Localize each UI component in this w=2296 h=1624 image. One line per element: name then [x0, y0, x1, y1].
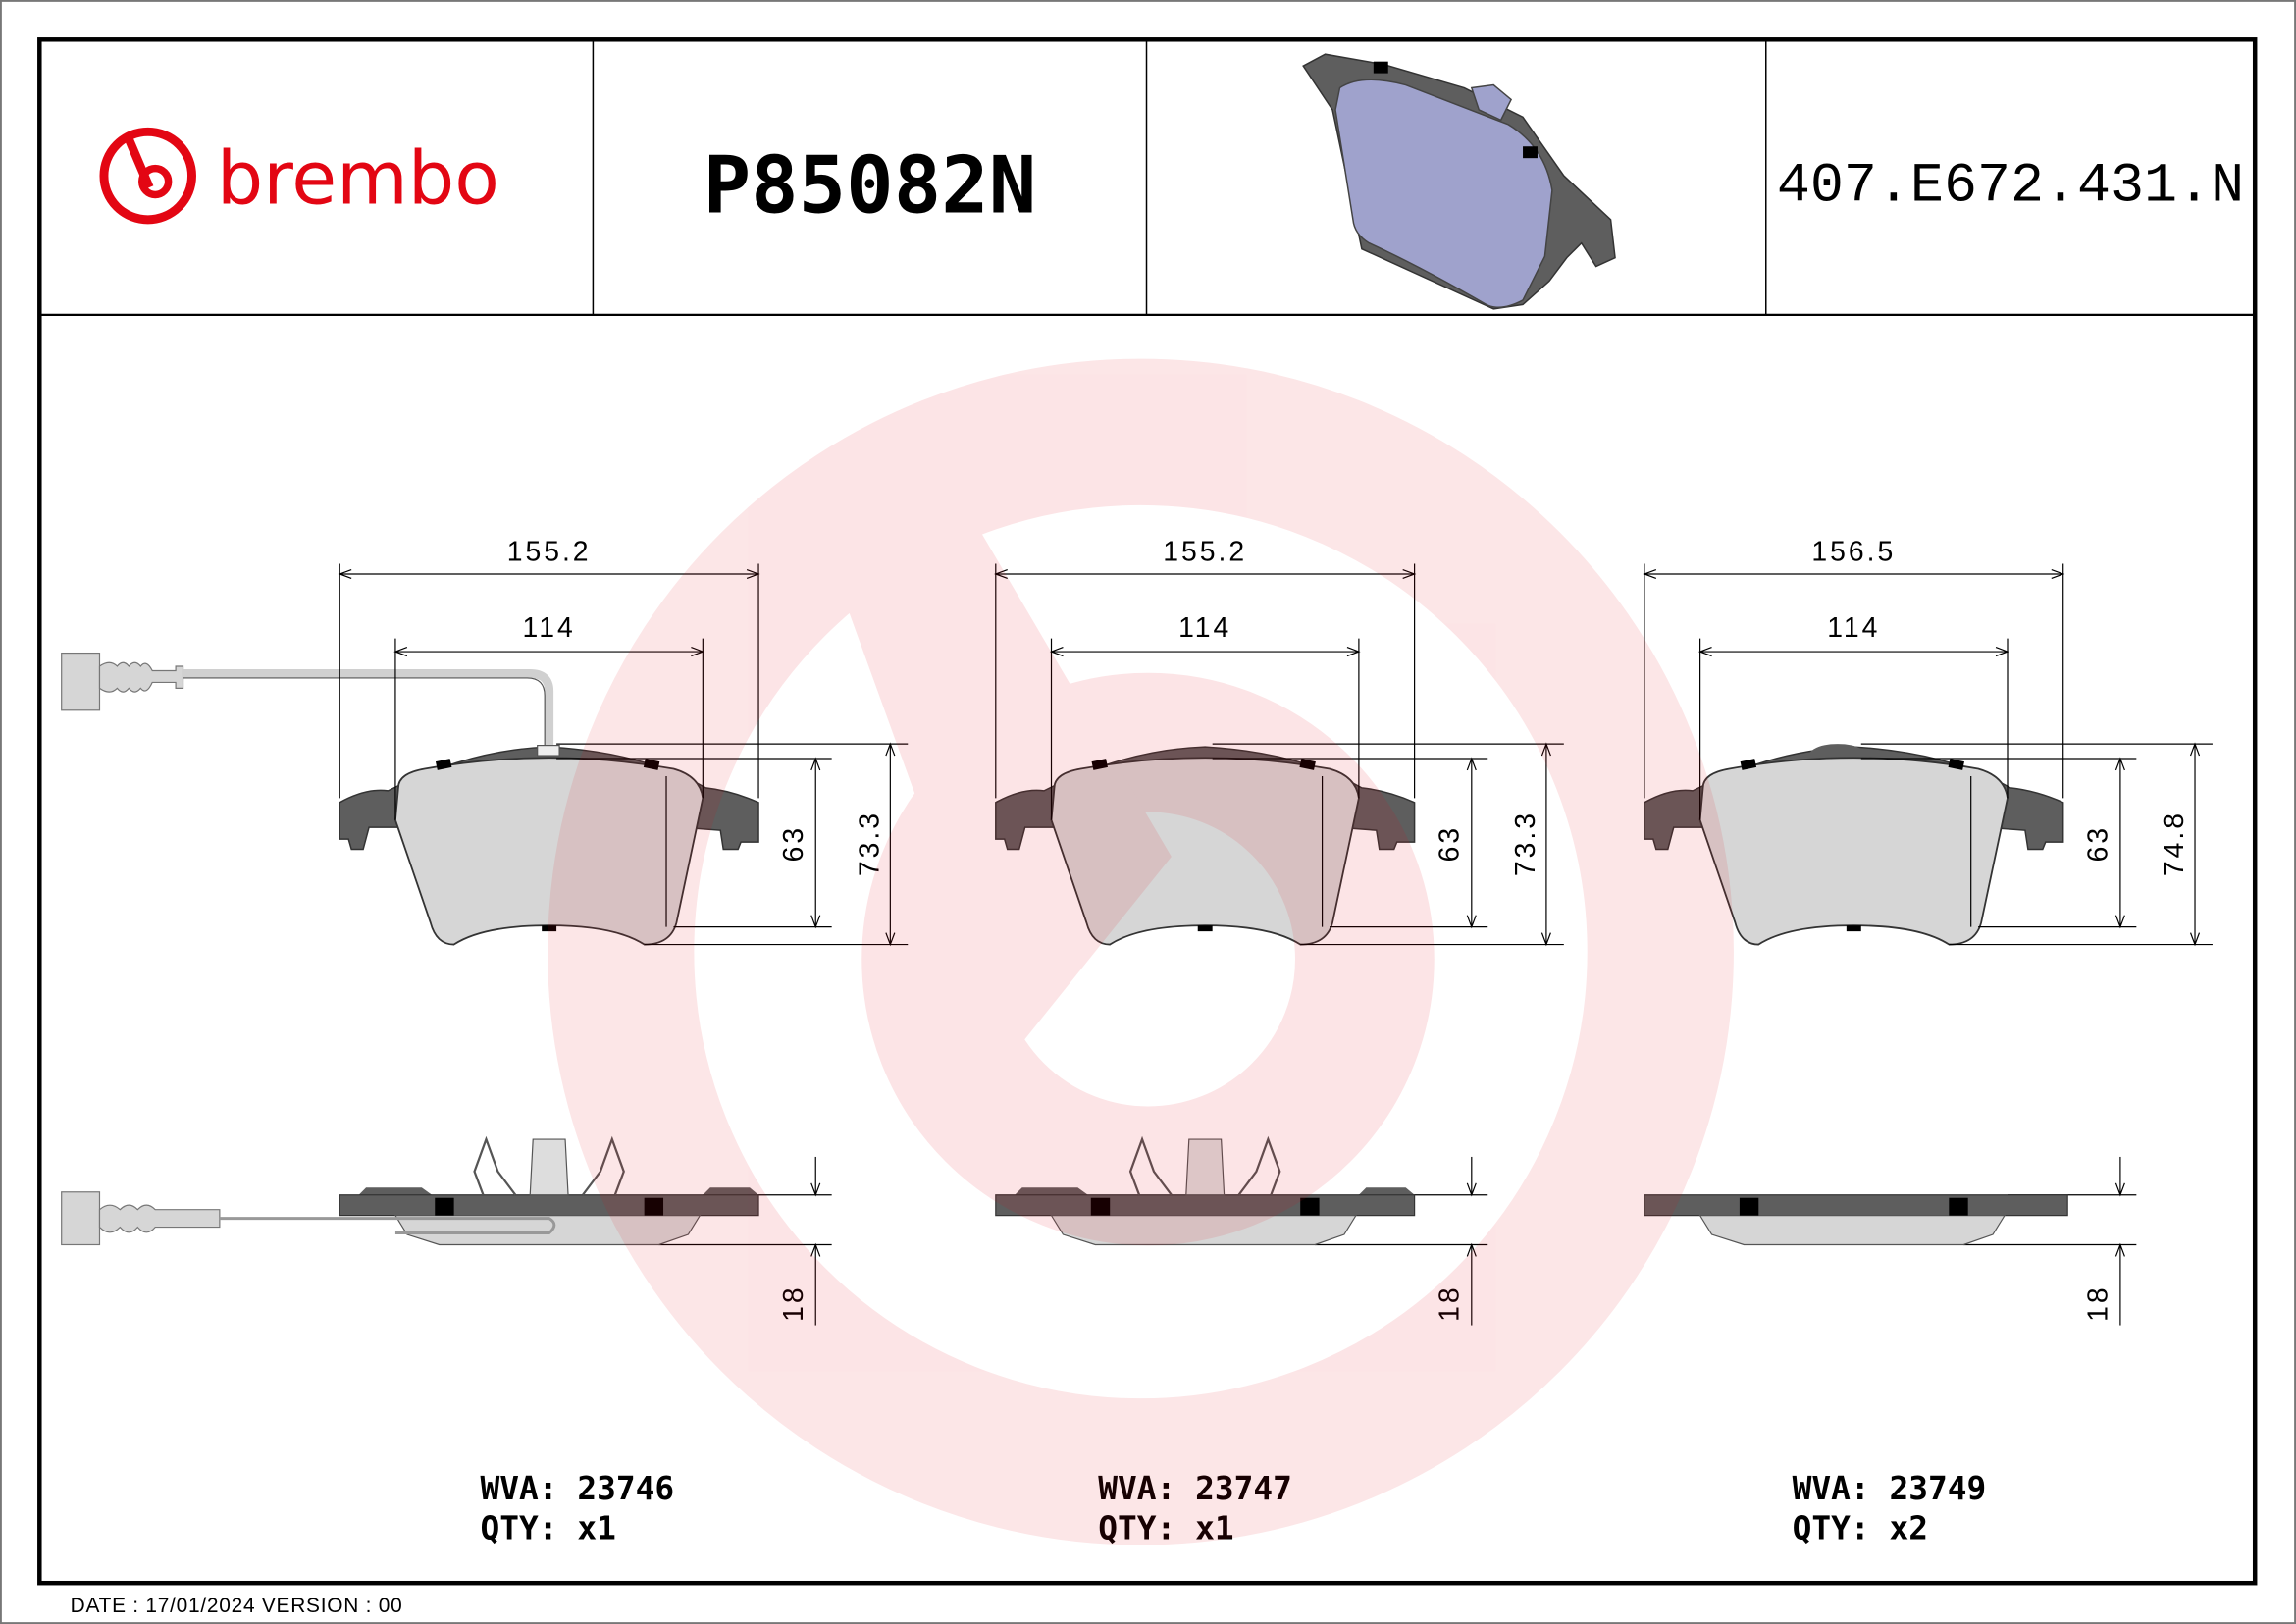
pad-preview-image	[1302, 53, 1616, 310]
brembo-logo-icon	[99, 127, 196, 225]
dim-inner-width: 114	[1827, 612, 1880, 644]
date-value: 17/01/2024	[145, 1595, 255, 1617]
pad-front-view	[995, 746, 1416, 946]
dim-thickness: 18	[778, 1284, 809, 1322]
dim-total-height: 74.8	[2159, 811, 2190, 876]
clip-marker	[1948, 759, 1964, 770]
clip-marker	[435, 1197, 454, 1216]
qty-label-text: QTY:	[1793, 1509, 1890, 1546]
dimensions: 156.5 114 63 74.8 18	[1643, 537, 2213, 1326]
spring-clip	[473, 1135, 625, 1196]
version-label: VERSION :	[262, 1595, 372, 1617]
dim-inner-height: 63	[2082, 825, 2113, 863]
plate-bump	[1808, 744, 1867, 755]
wva-number: 23747	[1195, 1470, 1292, 1507]
qty-label: QTY: x1	[480, 1509, 615, 1546]
wear-marker	[1846, 925, 1861, 932]
friction-material	[1050, 757, 1360, 946]
dim-inner-width: 114	[523, 612, 576, 644]
wva-label: WVA: 23747	[1098, 1470, 1292, 1507]
dim-total-height: 73.3	[854, 811, 885, 876]
spring-clip	[1128, 1135, 1281, 1196]
wear-sensor-wire	[61, 1191, 556, 1246]
qty-value: x1	[1195, 1509, 1234, 1546]
pad-front-view	[61, 652, 759, 946]
dim-inner-width: 114	[1178, 612, 1231, 644]
dim-total-width: 155.2	[507, 537, 592, 568]
pad-side-view	[995, 1135, 1416, 1246]
dim-thickness: 18	[2082, 1284, 2113, 1322]
dim-total-width: 156.5	[1811, 537, 1896, 568]
clip-marker	[1300, 1197, 1320, 1216]
clip-marker	[1299, 759, 1316, 770]
clip-marker	[435, 759, 452, 770]
wva-label-text: WVA:	[480, 1470, 577, 1507]
wva-number: 23749	[1889, 1470, 1986, 1507]
pad-front-view	[1644, 744, 2064, 946]
pad-side-view	[1644, 1194, 2068, 1246]
wva-number: 23746	[577, 1470, 674, 1507]
clip-marker	[644, 1197, 664, 1216]
reference-code: 407.E672.431.N	[1777, 155, 2244, 218]
wva-label-text: WVA:	[1793, 1470, 1890, 1507]
spring-clip	[1185, 1138, 1226, 1196]
qty-label-text: QTY:	[1098, 1509, 1195, 1546]
qty-label: QTY: x1	[1098, 1509, 1233, 1546]
date-label: DATE :	[71, 1595, 139, 1617]
brembo-watermark	[548, 358, 1734, 1545]
pad-side-view	[61, 1135, 759, 1246]
qty-label: QTY: x2	[1793, 1509, 1928, 1546]
part-number: P85082N	[704, 139, 1037, 232]
wear-sensor-wire	[61, 652, 560, 757]
wva-label-text: WVA:	[1098, 1470, 1195, 1507]
clip-marker	[1091, 759, 1108, 770]
wear-marker	[1197, 925, 1213, 932]
clip-marker	[1949, 1197, 1968, 1216]
dimensions: 155.2 114 63 73.3 18	[994, 537, 1564, 1326]
friction-material	[394, 757, 704, 946]
friction-material	[1698, 757, 2009, 946]
dim-total-height: 73.3	[1510, 811, 1541, 876]
friction-material	[1698, 1215, 2007, 1246]
wva-label: WVA: 23749	[1793, 1470, 1987, 1507]
backing-plate	[1644, 1194, 2068, 1217]
dim-inner-height: 63	[1434, 825, 1465, 863]
clip-marker	[1090, 1197, 1111, 1216]
clip-marker	[1739, 1197, 1759, 1216]
spring-clip	[529, 1138, 569, 1196]
dim-thickness: 18	[1434, 1284, 1465, 1322]
clip-marker	[1740, 759, 1757, 770]
qty-value: x1	[577, 1509, 616, 1546]
footer-date-version: DATE : 17/01/2024 VERSION : 00	[71, 1595, 403, 1617]
version-value: 00	[379, 1595, 403, 1617]
brand-name: brembo	[217, 135, 499, 221]
dim-total-width: 155.2	[1163, 537, 1247, 568]
qty-label-text: QTY:	[480, 1509, 577, 1546]
friction-material	[1050, 1215, 1357, 1246]
brembo-logo: brembo	[99, 127, 499, 225]
wva-label: WVA: 23746	[480, 1470, 674, 1507]
dim-inner-height: 63	[778, 825, 809, 863]
qty-value: x2	[1889, 1509, 1928, 1546]
clip-marker	[643, 759, 660, 770]
wear-marker	[542, 925, 557, 932]
dimensions: 155.2 114 63 73.3 18	[338, 537, 909, 1326]
